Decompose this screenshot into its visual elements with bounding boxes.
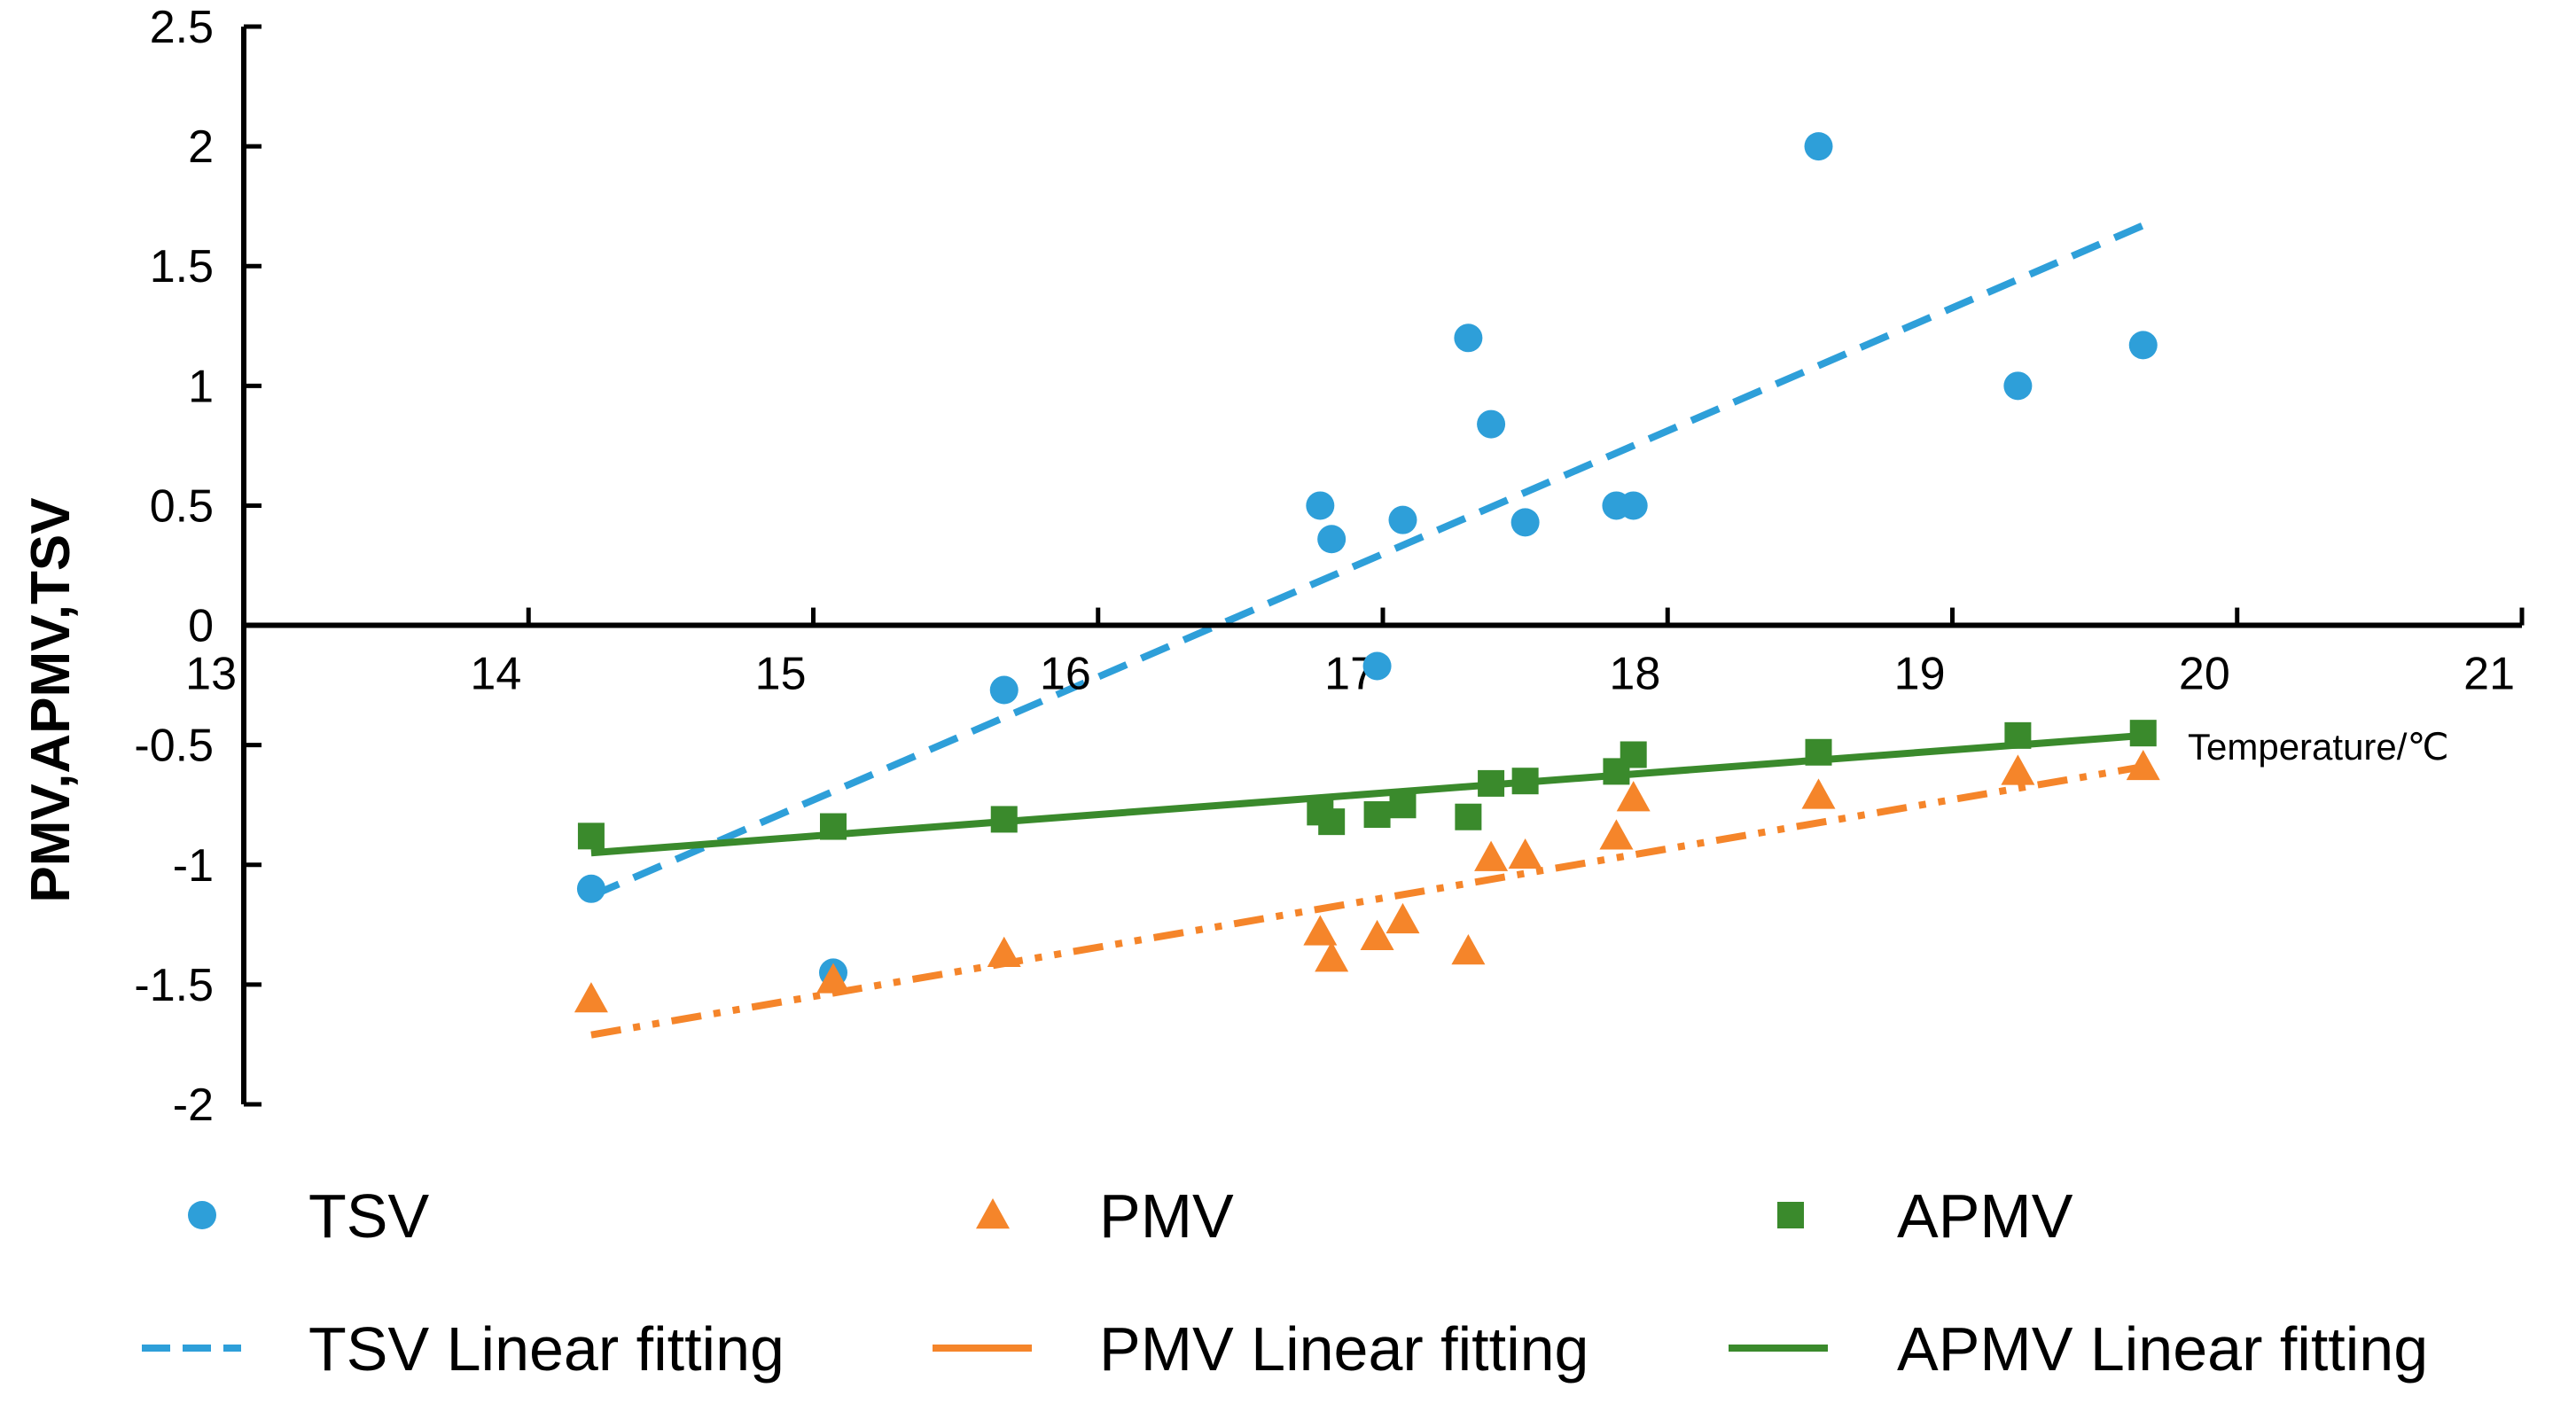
data-point xyxy=(1362,651,1392,681)
data-point xyxy=(1620,741,1647,768)
y-tick-label: 0.5 xyxy=(150,480,214,532)
data-point xyxy=(990,806,1018,833)
y-tick-label: 1.5 xyxy=(150,241,214,292)
data-point xyxy=(1599,819,1634,850)
data-point xyxy=(2001,754,2035,785)
x-tick-label: 21 xyxy=(2463,649,2515,700)
y-tick-label: -0.5 xyxy=(134,721,214,772)
data-point xyxy=(816,963,850,994)
data-point xyxy=(1389,791,1417,819)
legend-marker xyxy=(1777,1202,1804,1228)
legend-label: APMV xyxy=(1897,1181,2073,1251)
fit-line xyxy=(590,731,2144,857)
data-point xyxy=(1511,768,1539,795)
legend-marker xyxy=(976,1198,1010,1229)
x-tick-label: 15 xyxy=(755,649,807,700)
data-point xyxy=(819,813,847,840)
data-point xyxy=(1360,919,1394,951)
data-point xyxy=(1804,132,1833,161)
legend-label: PMV xyxy=(1099,1181,1234,1251)
data-point xyxy=(1306,491,1335,520)
x-tick-label: 14 xyxy=(470,649,521,700)
x-tick-label: 20 xyxy=(2179,649,2230,700)
x-tick-label: 19 xyxy=(1894,649,1946,700)
data-point xyxy=(1451,934,1486,965)
data-point xyxy=(1508,838,1542,869)
data-point xyxy=(1805,738,1832,766)
data-point xyxy=(1318,808,1346,836)
data-point xyxy=(1363,801,1391,829)
x-axis-title: Temperature/℃ xyxy=(2188,726,2449,768)
data-point xyxy=(1386,902,1420,934)
data-point xyxy=(1474,840,1509,871)
y-tick-label: 0 xyxy=(188,601,214,652)
data-point xyxy=(574,982,608,1013)
legend-label: TSV Linear fitting xyxy=(308,1314,785,1384)
data-point xyxy=(1315,941,1349,972)
x-tick-label: 18 xyxy=(1609,649,1660,700)
y-tick-label: -1.5 xyxy=(134,960,214,1011)
legend-label: TSV xyxy=(308,1181,429,1251)
legend-label: APMV Linear fitting xyxy=(1897,1314,2428,1384)
fit-lines xyxy=(589,222,2145,1039)
data-point xyxy=(1477,409,1506,439)
fit-line xyxy=(590,763,2144,1039)
data-point xyxy=(1616,781,1651,812)
fit-line xyxy=(589,222,2145,900)
y-tick-label: -2 xyxy=(173,1080,214,1131)
data-point xyxy=(2003,371,2033,401)
data-point xyxy=(987,936,1021,967)
y-tick-label: 2.5 xyxy=(150,2,214,53)
data-point xyxy=(1454,324,1483,353)
data-points xyxy=(574,132,2160,1013)
data-point xyxy=(2129,720,2157,747)
data-point xyxy=(1478,769,1505,797)
y-tick-label: 1 xyxy=(188,361,214,412)
data-point xyxy=(2126,749,2160,781)
data-point xyxy=(577,822,605,850)
tick-marks: 2.521.510.50-0.5-1-1.5-213 14 15 16 17 18 19 20… xyxy=(134,2,2525,1131)
data-point xyxy=(1455,803,1482,830)
legend-label: PMV Linear fitting xyxy=(1099,1314,1589,1384)
y-tick-label: -1 xyxy=(173,840,214,892)
legend-marker xyxy=(188,1201,216,1229)
y-tick-label: 2 xyxy=(188,121,214,173)
x-tick-label: 13 xyxy=(185,649,237,700)
data-point xyxy=(1388,505,1417,534)
data-point xyxy=(1510,508,1540,537)
data-point xyxy=(989,675,1019,705)
data-point xyxy=(2128,331,2158,360)
data-point xyxy=(2004,721,2032,749)
data-point xyxy=(1801,778,1836,809)
data-point xyxy=(1619,491,1648,520)
x-tick-label: 16 xyxy=(1040,649,1091,700)
y-axis-title: PMV,APMV,TSV xyxy=(20,497,82,902)
data-point xyxy=(1303,915,1338,946)
data-point xyxy=(576,874,605,903)
legend: TSV PMV APMV TSV Linear fitting PMV Linear f… xyxy=(142,1181,2428,1384)
data-point xyxy=(1317,525,1347,554)
